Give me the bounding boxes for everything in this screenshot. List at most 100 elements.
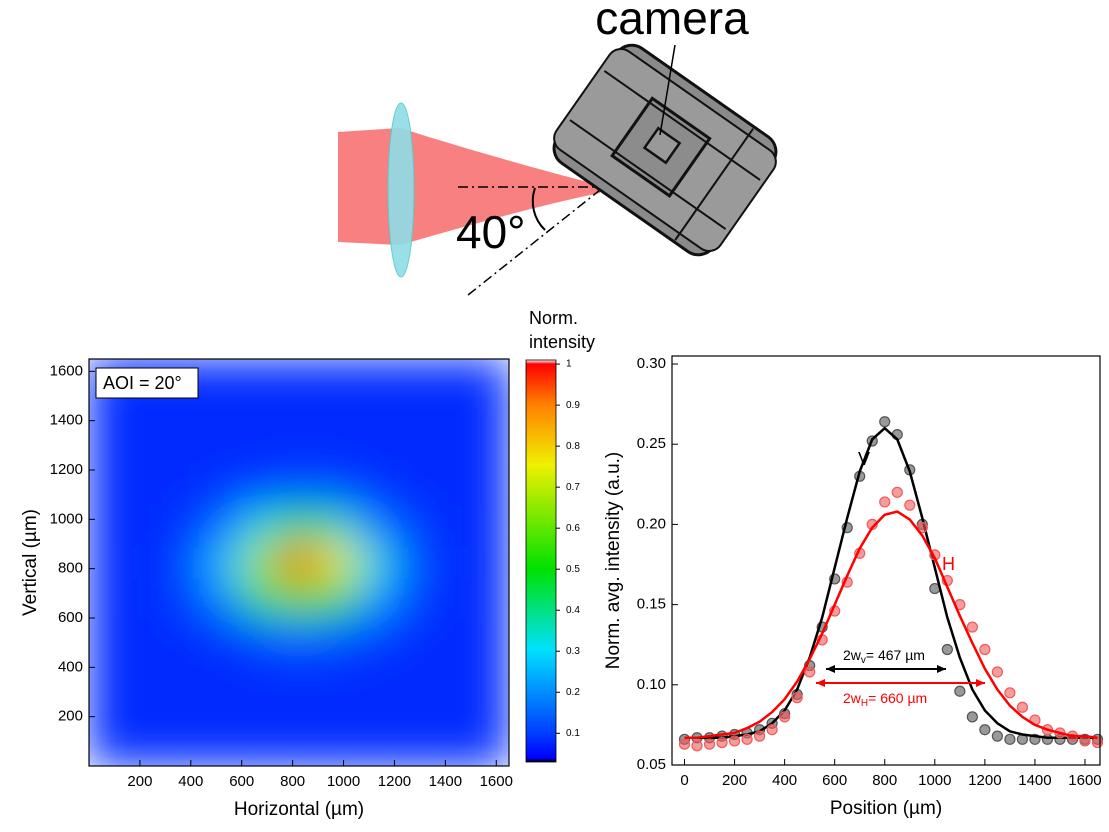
x-tick-label: 1400 bbox=[429, 773, 462, 790]
x-tick-label: 600 bbox=[822, 772, 847, 789]
heat-cell bbox=[204, 359, 243, 397]
data-point bbox=[892, 487, 902, 497]
heat-cell bbox=[318, 470, 357, 508]
heat-cell bbox=[394, 433, 433, 471]
colorbar-tick-label: 0.5 bbox=[566, 564, 580, 575]
data-point bbox=[792, 693, 802, 703]
heat-cell bbox=[471, 544, 510, 582]
heat-cell bbox=[89, 729, 128, 767]
heat-cell bbox=[356, 470, 395, 508]
heat-cell bbox=[394, 618, 433, 656]
heat-cell bbox=[165, 692, 204, 730]
data-point bbox=[992, 731, 1002, 741]
heat-cell bbox=[280, 729, 319, 767]
x-tick-label: 1000 bbox=[918, 772, 951, 789]
y-tick-label: 0.25 bbox=[637, 435, 666, 452]
heat-cell bbox=[242, 729, 281, 767]
heat-cell bbox=[471, 396, 510, 434]
heat-cell bbox=[242, 692, 281, 730]
heat-cell bbox=[242, 470, 281, 508]
heat-cell bbox=[242, 396, 281, 434]
width-label-sub: H bbox=[861, 698, 868, 709]
colorbar-tick-label: 0.7 bbox=[566, 482, 580, 493]
heat-cell bbox=[471, 692, 510, 730]
y-tick-label: 1200 bbox=[50, 461, 83, 478]
heat-cell bbox=[204, 433, 243, 471]
heat-cell bbox=[165, 729, 204, 767]
heat-cell bbox=[242, 359, 281, 397]
colorbar-tick-label: 0.2 bbox=[566, 687, 580, 698]
heat-cell bbox=[89, 692, 128, 730]
heat-cell bbox=[356, 433, 395, 471]
heat-cell bbox=[356, 507, 395, 545]
heat-cell bbox=[242, 433, 281, 471]
heat-cell bbox=[204, 729, 243, 767]
x-axis-label: Position (µm) bbox=[830, 798, 942, 819]
heat-cell bbox=[433, 544, 472, 582]
heat-cell bbox=[280, 359, 319, 397]
heat-cell bbox=[394, 581, 433, 619]
y-axis-label: Norm. avg. intensity (a.u.) bbox=[603, 452, 624, 670]
heat-cell bbox=[356, 618, 395, 656]
y-tick-label: 600 bbox=[58, 609, 83, 626]
heat-cell bbox=[394, 396, 433, 434]
y-tick-label: 0.15 bbox=[637, 596, 666, 613]
heat-cell bbox=[204, 470, 243, 508]
data-point bbox=[980, 645, 990, 655]
heat-cell bbox=[318, 729, 357, 767]
data-point bbox=[942, 645, 952, 655]
data-point bbox=[980, 725, 990, 735]
heat-cell bbox=[356, 655, 395, 693]
heat-cell bbox=[280, 470, 319, 508]
x-tick-label: 600 bbox=[229, 773, 254, 790]
x-tick-label: 1200 bbox=[968, 772, 1001, 789]
data-point bbox=[705, 739, 715, 749]
heat-cell bbox=[165, 470, 204, 508]
heat-cell bbox=[394, 544, 433, 582]
heat-cell bbox=[280, 433, 319, 471]
heat-cell bbox=[318, 359, 357, 397]
heat-cell bbox=[471, 581, 510, 619]
colorbar-tick-label: 1 bbox=[566, 359, 572, 370]
heat-cell bbox=[280, 618, 319, 656]
page: camera 40° 20040060080010001200140016002… bbox=[0, 0, 1109, 832]
heat-cell bbox=[433, 433, 472, 471]
y-tick-label: 0.30 bbox=[637, 355, 666, 372]
heat-cell bbox=[356, 581, 395, 619]
heat-cell bbox=[471, 359, 510, 397]
heat-cell bbox=[127, 692, 166, 730]
x-tick-label: 0 bbox=[680, 772, 688, 789]
heatmap-clip bbox=[89, 359, 510, 767]
data-point bbox=[755, 731, 765, 741]
heat-cell bbox=[89, 507, 128, 545]
data-point bbox=[967, 622, 977, 632]
heat-cell bbox=[165, 507, 204, 545]
colorbar-tick-label: 0.4 bbox=[566, 605, 580, 616]
x-tick-label: 1000 bbox=[327, 773, 360, 790]
x-tick-label: 1600 bbox=[480, 773, 513, 790]
data-point bbox=[780, 712, 790, 722]
data-point bbox=[1017, 702, 1027, 712]
heat-cell bbox=[89, 655, 128, 693]
heat-cell bbox=[318, 581, 357, 619]
heat-cell bbox=[433, 581, 472, 619]
heat-cell bbox=[433, 470, 472, 508]
width-label: 2wH= 660 µm bbox=[843, 690, 927, 709]
heat-cell bbox=[433, 396, 472, 434]
lens bbox=[388, 103, 414, 277]
data-point bbox=[742, 734, 752, 744]
data-point bbox=[955, 686, 965, 696]
x-tick-label: 400 bbox=[772, 772, 797, 789]
heat-cell bbox=[318, 507, 357, 545]
data-point bbox=[880, 417, 890, 427]
heat-cell bbox=[89, 618, 128, 656]
data-point bbox=[905, 500, 915, 510]
x-tick-label: 800 bbox=[872, 772, 897, 789]
heat-cell bbox=[204, 581, 243, 619]
colorbar-tick-label: 0.3 bbox=[566, 646, 580, 657]
heat-cell bbox=[433, 655, 472, 693]
y-axis-label: Vertical (µm) bbox=[20, 509, 41, 616]
heat-cell bbox=[165, 544, 204, 582]
heat-cell bbox=[165, 396, 204, 434]
angle-label: 40° bbox=[456, 206, 526, 258]
